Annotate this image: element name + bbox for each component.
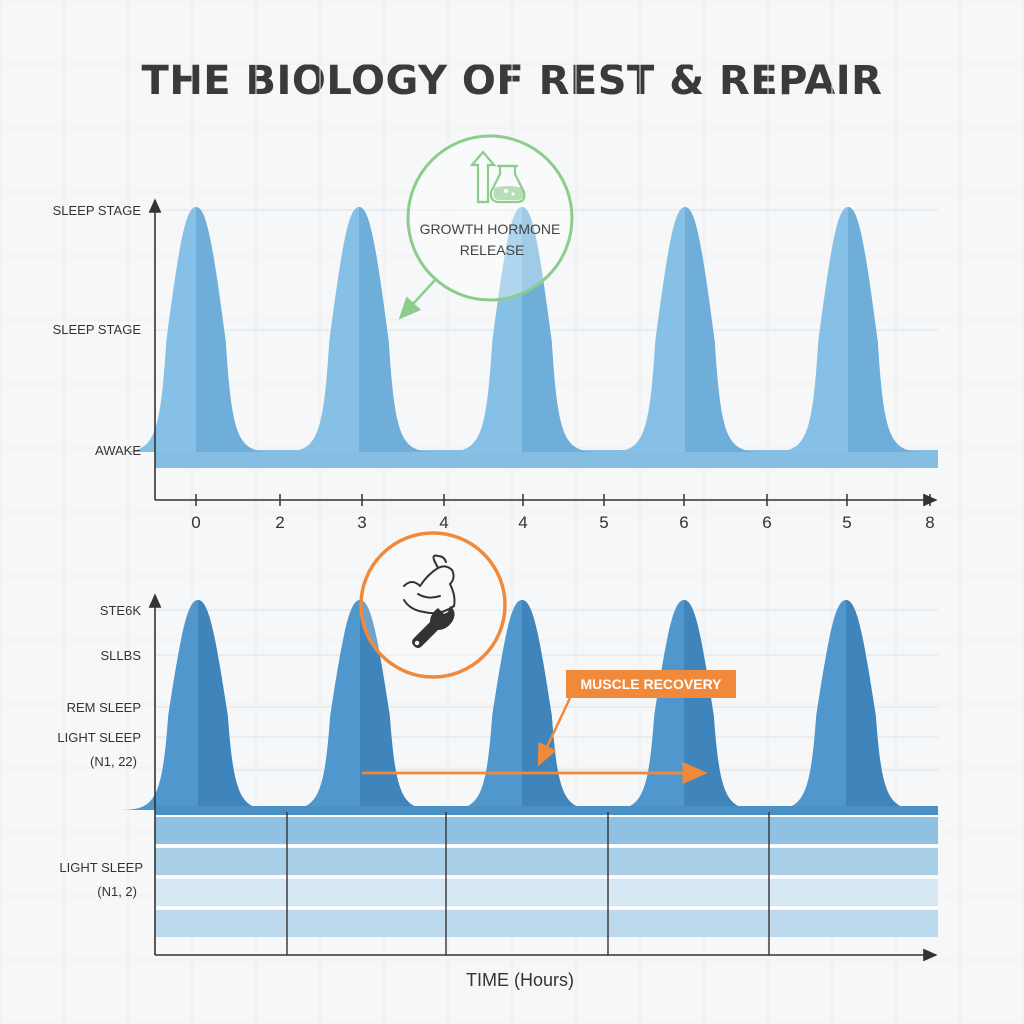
bottom-peak-1	[120, 600, 276, 810]
up-arrow-icon	[469, 150, 497, 204]
flask-icon	[489, 164, 526, 204]
top-awake-band	[155, 450, 938, 468]
top-x-tick-label: 8	[925, 513, 934, 532]
top-x-tick-label: 4	[518, 513, 527, 532]
growth-hormone-label-line1: GROWTH HORMONE	[420, 221, 561, 237]
growth-hormone-pointer	[398, 279, 436, 320]
top-x-tick-label: 2	[275, 513, 284, 532]
bottom-y-label-1: STE6K	[100, 603, 142, 618]
muscle-recovery-label: MUSCLE RECOVERY	[580, 676, 722, 692]
flexed-arm-icon	[403, 554, 456, 615]
bottom-wave-baseline	[155, 806, 938, 816]
muscle-recovery-tag: MUSCLE RECOVERY	[362, 670, 736, 785]
top-x-ticks: 0 2 3 4 4 5 6 6 5 8	[191, 494, 935, 532]
bottom-peak-4	[606, 600, 762, 810]
muscle-recovery-callout	[359, 531, 507, 679]
growth-hormone-callout: GROWTH HORMONE RELEASE	[398, 134, 574, 320]
top-peak-3	[444, 207, 600, 452]
top-chart: SLEEP STAGE SLEEP STAGE AWAKE 0 2 3 4 4 5 6 6 5 8…	[53, 134, 938, 532]
stage-band-3	[155, 879, 938, 906]
wrench-icon	[412, 606, 455, 648]
bottom-y-label-n1-22: (N1, 22)	[90, 754, 137, 769]
top-x-tick-label: 6	[762, 513, 771, 532]
bottom-y-label-light-sleep: LIGHT SLEEP	[57, 730, 141, 745]
top-x-tick-label: 0	[191, 513, 200, 532]
bottom-y-label-2: SLLBS	[101, 648, 142, 663]
top-y-label-sleep-stage-1: SLEEP STAGE	[53, 203, 142, 218]
bottom-y-label-n1-2: (N1, 2)	[97, 884, 137, 899]
top-y-label-sleep-stage-2: SLEEP STAGE	[53, 322, 142, 337]
bottom-sleep-wave	[120, 600, 938, 816]
top-x-tick-label: 5	[842, 513, 851, 532]
top-peak-5	[770, 207, 926, 452]
muscle-recovery-pointer	[537, 697, 572, 767]
top-x-tick-label: 5	[599, 513, 608, 532]
bottom-stage-bands	[155, 816, 938, 937]
top-peak-2	[281, 207, 437, 452]
stage-band-4	[155, 910, 938, 937]
top-x-tick-label: 3	[357, 513, 366, 532]
growth-hormone-label-line2: RELEASE	[460, 242, 525, 258]
muscle-recovery-circle	[359, 531, 507, 679]
bottom-y-label-light-sleep-2: LIGHT SLEEP	[59, 860, 143, 875]
top-y-label-awake: AWAKE	[95, 443, 141, 458]
growth-hormone-circle	[406, 134, 574, 302]
bottom-chart: STE6K SLLBS REM SLEEP LIGHT SLEEP (N1, 2…	[57, 531, 938, 990]
bottom-x-axis-label: TIME (Hours)	[466, 970, 574, 990]
stage-band-1	[155, 816, 938, 844]
muscle-recovery-tag-box	[566, 670, 736, 698]
top-x-tick-label: 4	[439, 513, 448, 532]
bottom-y-label-rem-sleep: REM SLEEP	[67, 700, 141, 715]
top-peak-4	[607, 207, 763, 452]
top-peak-1	[118, 207, 274, 452]
stage-band-2	[155, 848, 938, 875]
bottom-hour-dividers	[286, 812, 770, 955]
bottom-peak-2	[282, 600, 438, 810]
bottom-peak-5	[768, 600, 924, 810]
top-x-tick-label: 6	[679, 513, 688, 532]
top-sleep-wave	[118, 207, 926, 452]
